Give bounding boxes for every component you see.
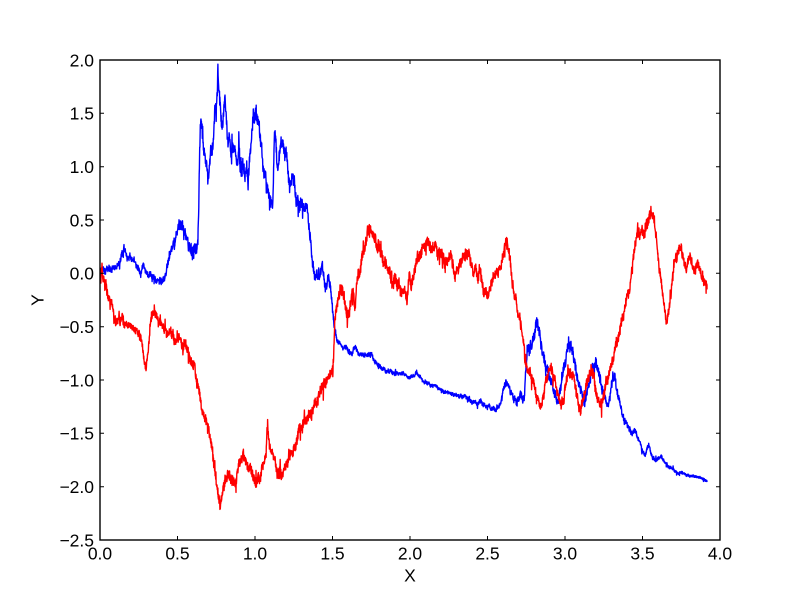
svg-text:0.0: 0.0 [88,544,113,564]
svg-text:Y: Y [28,294,48,306]
svg-text:2.5: 2.5 [475,544,499,564]
svg-text:−1.0: −1.0 [59,370,94,390]
svg-text:0.5: 0.5 [70,210,94,230]
svg-text:X: X [404,566,416,586]
svg-text:0.5: 0.5 [165,544,189,564]
svg-text:1.0: 1.0 [243,544,268,564]
svg-text:−2.0: −2.0 [59,477,94,497]
svg-text:1.5: 1.5 [70,104,94,124]
svg-text:−0.5: −0.5 [59,317,94,337]
svg-text:3.0: 3.0 [553,544,578,564]
svg-text:3.5: 3.5 [630,544,654,564]
svg-text:1.5: 1.5 [320,544,344,564]
svg-text:−2.5: −2.5 [59,530,94,550]
svg-text:2.0: 2.0 [70,50,95,70]
svg-text:0.0: 0.0 [70,264,95,284]
svg-text:−1.5: −1.5 [59,424,94,444]
svg-text:2.0: 2.0 [398,544,423,564]
svg-text:1.0: 1.0 [70,157,95,177]
svg-text:4.0: 4.0 [708,544,733,564]
